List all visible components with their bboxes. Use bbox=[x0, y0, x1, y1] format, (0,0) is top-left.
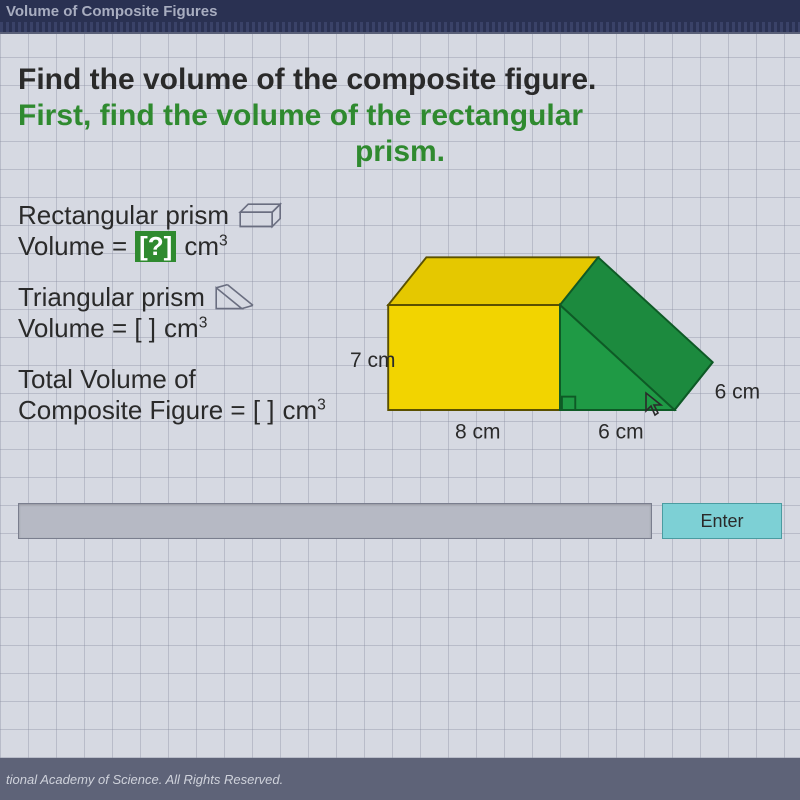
rect-prism-block: Rectangular prism Volume = [?] cm3 bbox=[18, 200, 338, 262]
dim-height-7cm: 7 cm bbox=[350, 349, 395, 372]
total-unit: cm3 bbox=[283, 395, 326, 426]
tri-prism-icon bbox=[213, 283, 261, 313]
footer-bar: tional Academy of Science. All Rights Re… bbox=[0, 758, 800, 800]
prompt-line-1: Find the volume of the composite figure. bbox=[18, 62, 782, 98]
enter-button[interactable]: Enter bbox=[662, 503, 782, 539]
lesson-header: Volume of Composite Figures bbox=[0, 0, 800, 22]
tri-prism-label: Triangular prism bbox=[18, 282, 205, 313]
rect-volume-placeholder[interactable]: [?] bbox=[135, 231, 176, 262]
rect-prism-icon bbox=[237, 201, 285, 231]
answer-bar: Enter bbox=[18, 503, 782, 539]
dim-base-8cm: 8 cm bbox=[455, 421, 500, 444]
answer-input[interactable] bbox=[18, 503, 652, 539]
composite-figure-diagram: 7 cm 8 cm 6 cm 6 cm bbox=[350, 200, 770, 467]
total-line-1: Total Volume of bbox=[18, 364, 338, 395]
dim-depth-6cm: 6 cm bbox=[715, 381, 760, 404]
rect-volume-unit: cm3 bbox=[184, 231, 227, 262]
tri-volume-unit: cm3 bbox=[164, 313, 207, 344]
total-line-2-prefix: Composite Figure = [ ] bbox=[18, 395, 275, 426]
tri-prism-block: Triangular prism Volume = [ ] bbox=[18, 282, 338, 344]
content-area: Find the volume of the composite figure.… bbox=[0, 34, 800, 758]
footer-text: tional Academy of Science. All Rights Re… bbox=[6, 772, 283, 787]
rect-volume-prefix: Volume = bbox=[18, 231, 127, 262]
lesson-title: Volume of Composite Figures bbox=[6, 3, 217, 20]
prompt-line-2: First, find the volume of the rectangula… bbox=[18, 98, 782, 134]
torn-edge-decor bbox=[0, 22, 800, 34]
cursor-icon bbox=[644, 391, 664, 417]
total-block: Total Volume of Composite Figure = [ ] c… bbox=[18, 364, 338, 426]
dim-tri-6cm: 6 cm bbox=[598, 421, 643, 444]
rect-prism-label: Rectangular prism bbox=[18, 200, 229, 231]
tri-volume-prefix: Volume = [ ] bbox=[18, 313, 156, 344]
prompt-line-3: prism. bbox=[18, 134, 782, 170]
